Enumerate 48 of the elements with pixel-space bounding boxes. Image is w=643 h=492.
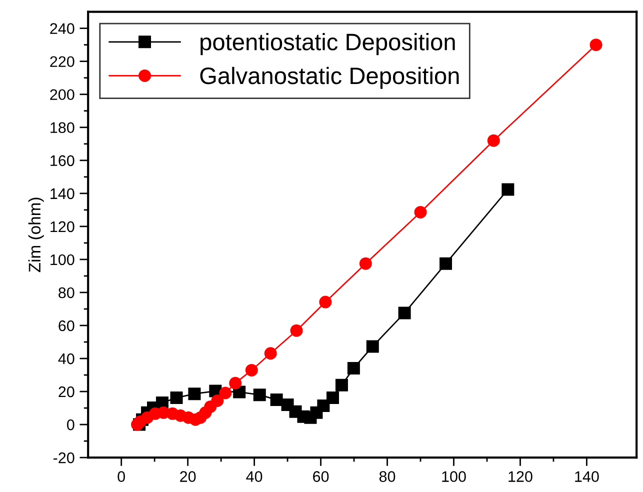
point [366,340,379,353]
y-tick-label: 180 [50,122,74,134]
point [502,183,514,196]
y-tick-label: 100 [50,254,74,266]
x-tick-label: 60 [313,471,329,482]
point [211,394,224,408]
point [319,296,332,308]
point [414,206,427,218]
x-tick-label: 40 [246,471,262,482]
point [264,347,277,360]
legend-label: Galvanostatic Deposition [200,66,459,89]
x-tick-label: 20 [180,471,196,482]
point [335,378,348,392]
y-tick-label: 120 [50,221,74,232]
y-tick-label: 220 [50,56,74,68]
y-tick-label: 240 [50,23,74,34]
point [440,257,452,270]
y-tick-label: 160 [50,155,74,166]
point [253,388,266,402]
point [359,257,372,270]
x-tick-label: 80 [379,471,396,482]
point [170,392,183,404]
y-tick-label: 140 [50,188,74,200]
y-tick-label: 40 [58,353,74,364]
point [229,376,242,390]
x-tick-label: 140 [575,471,599,482]
y-tick-label: 20 [58,386,74,398]
x-tick-label: 100 [442,471,466,482]
x-tick-label: 0 [118,471,125,482]
point [290,324,303,337]
legend-label: potentiostatic Deposition [200,33,455,56]
point [590,38,602,52]
point [326,392,339,404]
y-tick-label: 80 [58,287,74,298]
y-axis-title: Zim (ohm) [28,198,44,272]
x-tick-label: 120 [508,471,532,482]
point [398,306,411,320]
point [347,362,360,374]
point [245,364,258,376]
point [487,134,500,147]
point [317,399,330,412]
point [270,394,283,406]
point [188,388,201,400]
y-tick-label: 0 [66,419,74,430]
y-tick-label: 200 [50,89,74,100]
y-tick-label: -20 [53,452,74,464]
point [219,386,232,400]
y-tick-label: 60 [58,320,74,332]
